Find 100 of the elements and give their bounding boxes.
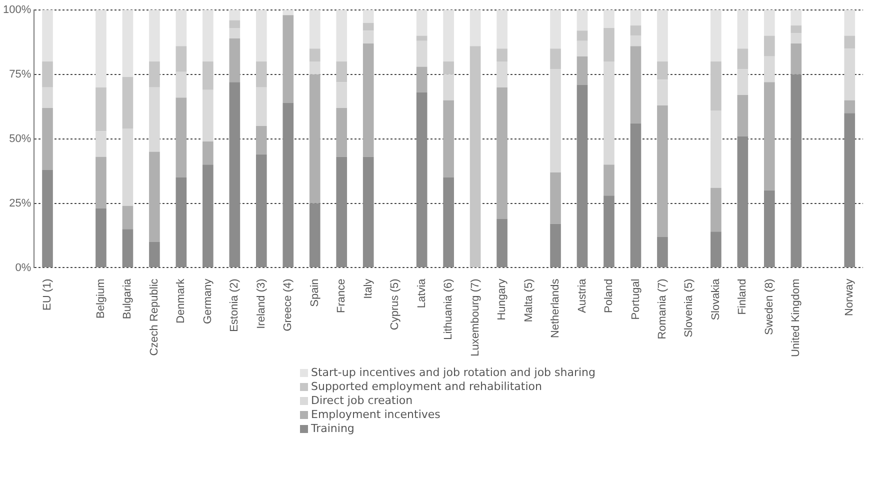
bar: [42, 62, 53, 88]
bar: [122, 77, 134, 129]
bar: [309, 62, 320, 74]
bar: [496, 87, 508, 219]
bar: [550, 69, 561, 172]
bar: [336, 82, 348, 108]
bar: [256, 62, 267, 88]
bar: [176, 46, 187, 72]
bar: [604, 196, 614, 268]
bar: [764, 190, 775, 268]
x-tick-label: Austria: [576, 278, 588, 313]
bar: [416, 40, 428, 67]
bar: [657, 236, 668, 268]
bar: [630, 25, 642, 36]
bar: [96, 10, 106, 88]
y-tick-label: 0%: [15, 262, 32, 274]
y-tick-label: 100%: [2, 4, 32, 16]
x-tick-label: Finland: [736, 278, 749, 315]
bar: [122, 10, 134, 78]
bar: [790, 25, 802, 34]
bar: [844, 100, 856, 114]
bar: [309, 74, 320, 204]
bar: [470, 46, 481, 268]
bar: [657, 80, 668, 106]
y-tick-label: 75%: [9, 68, 32, 80]
bar: [256, 154, 267, 268]
bar: [362, 44, 374, 157]
bar: [550, 224, 561, 268]
x-tick-label: France: [336, 278, 348, 313]
bar: [790, 33, 802, 44]
bar: [42, 10, 53, 62]
bar: [282, 10, 294, 16]
bar: [550, 48, 561, 70]
bar: [229, 28, 240, 38]
x-tick-label: Hungary: [496, 278, 508, 320]
bar: [362, 30, 374, 44]
bar: [256, 126, 267, 154]
x-tick-label: Czech Republic: [148, 278, 160, 356]
bar: [764, 56, 775, 82]
bar: [604, 28, 614, 62]
x-tick-label: Cyprus (5): [389, 278, 402, 330]
bar: [443, 100, 454, 178]
bar: [176, 178, 187, 268]
bar: [416, 36, 428, 41]
bar: [737, 48, 748, 70]
bar: [737, 136, 748, 268]
x-tick-label: Netherlands: [550, 278, 562, 338]
bar: [550, 172, 561, 224]
x-tick-label: Italy: [362, 278, 374, 299]
x-tick-label: Estonia (2): [228, 278, 241, 332]
bar: [282, 15, 294, 103]
bar: [443, 10, 454, 62]
bar: [443, 178, 454, 268]
bar: [149, 87, 160, 152]
bar: [336, 156, 348, 268]
bar: [96, 208, 106, 268]
bar: [416, 66, 428, 92]
bar: [229, 10, 240, 20]
bar: [96, 131, 106, 157]
bar: [737, 10, 748, 49]
bar: [362, 156, 374, 268]
x-tick-label: Luxembourg (7): [469, 278, 482, 356]
bar: [604, 164, 614, 196]
bar: [576, 30, 588, 41]
y-tick-label: 25%: [9, 197, 32, 210]
bar: [764, 36, 775, 56]
x-tick-label: Poland: [603, 278, 616, 313]
bar: [657, 62, 668, 80]
bar: [229, 20, 240, 28]
bar: [576, 40, 588, 56]
legend-label: Training: [311, 422, 354, 436]
bar: [443, 62, 454, 74]
bar: [710, 10, 722, 62]
bar: [764, 82, 775, 190]
bar: [309, 203, 320, 268]
bar: [42, 170, 53, 268]
bar: [470, 10, 481, 46]
bar: [176, 10, 187, 46]
bar: [309, 48, 320, 62]
bar: [737, 69, 748, 96]
x-tick-label: Lithuania (6): [442, 278, 455, 340]
x-tick-label: Spain: [308, 278, 321, 307]
bar: [202, 62, 214, 90]
bar: [443, 74, 454, 100]
legend-label: Start-up incentives and job rotation and job sharing: [311, 366, 596, 380]
bar: [576, 84, 588, 268]
bar: [202, 90, 214, 142]
bar: [764, 10, 775, 36]
x-tick-label: Sweden (8): [763, 278, 776, 335]
bar: [202, 141, 214, 165]
bar: [149, 62, 160, 88]
bar: [149, 242, 160, 268]
bar: [362, 22, 374, 31]
bar: [362, 10, 374, 23]
bar: [630, 46, 642, 124]
x-tick-label: Romania (7): [656, 278, 668, 340]
bar: [122, 229, 134, 268]
bar: [496, 218, 508, 268]
x-tick-label: Malta (5): [522, 278, 535, 322]
bar: [630, 123, 642, 268]
